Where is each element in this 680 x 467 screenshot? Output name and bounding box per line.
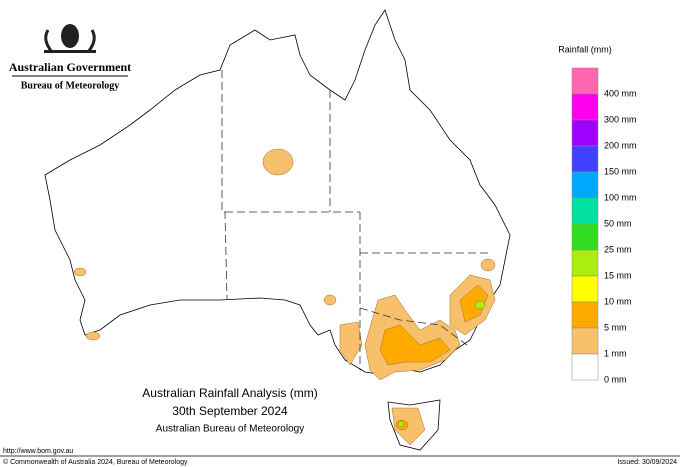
state-borders	[221, 70, 490, 370]
legend-title: Rainfall (mm)	[558, 44, 612, 54]
legend-swatch	[571, 145, 599, 173]
legend-swatch	[571, 353, 599, 381]
map-title: Australian Rainfall Analysis (mm)	[142, 386, 317, 400]
legend-label: 10 mm	[604, 296, 632, 306]
legend-label: 100 mm	[604, 192, 637, 202]
crest	[44, 24, 96, 53]
rainfall-areas	[73, 148, 496, 446]
legend-label: 0 mm	[604, 374, 627, 384]
government-name: Australian Government	[9, 60, 131, 74]
map-date: 30th September 2024	[172, 404, 288, 418]
legend-swatch	[571, 171, 599, 199]
agency-name: Bureau of Meteorology	[21, 80, 120, 91]
map-source: Australian Bureau of Meteorology	[156, 424, 304, 435]
legend-label: 5 mm	[604, 322, 627, 332]
legend-label: 300 mm	[604, 114, 637, 124]
legend-label: 1 mm	[604, 348, 627, 358]
legend-swatch	[571, 249, 599, 277]
legend-swatch	[571, 275, 599, 303]
copyright: © Commonwealth of Australia 2024, Bureau…	[3, 458, 188, 466]
legend-swatch	[571, 327, 599, 355]
mainland	[44, 9, 511, 376]
legend-label: 150 mm	[604, 166, 637, 176]
url: http://www.bom.gov.au	[3, 448, 73, 455]
legend-swatch	[571, 223, 599, 251]
legend: 400 mm 300 mm 200 mm 150 mm 100 mm 50 mm 25 mm…	[571, 67, 637, 384]
legend-swatch	[571, 119, 599, 147]
issued: Issued: 30/09/2024	[617, 459, 677, 466]
legend-label: 15 mm	[604, 270, 632, 280]
legend-swatch	[571, 93, 599, 121]
legend-swatch	[571, 301, 599, 329]
legend-label: 200 mm	[604, 140, 637, 150]
legend-label: 400 mm	[604, 88, 637, 98]
legend-label: 25 mm	[604, 244, 632, 254]
legend-swatch	[571, 67, 599, 95]
legend-swatch	[571, 197, 599, 225]
legend-label: 50 mm	[604, 218, 632, 228]
